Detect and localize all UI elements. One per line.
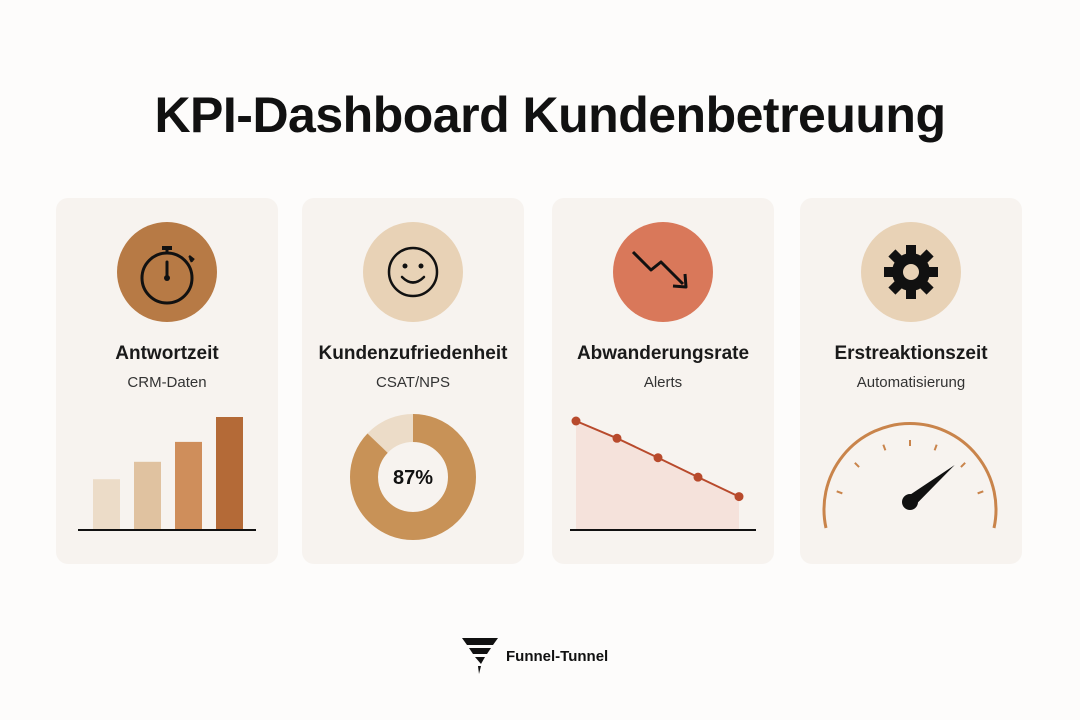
gauge-hub	[902, 494, 918, 510]
funnel-logo-icon	[462, 638, 498, 674]
card-title: Erstreaktionszeit	[834, 343, 988, 364]
kpi-card-antwortzeit[interactable]: Antwortzeit CRM-Daten	[56, 198, 278, 564]
gauge-tick	[933, 444, 938, 451]
bar	[93, 479, 120, 529]
gauge-tick	[960, 462, 966, 468]
kpi-card-erstreaktionszeit[interactable]: Erstreaktionszeit Automatisierung	[800, 198, 1022, 564]
bar	[216, 417, 243, 529]
trend-down-icon	[613, 222, 713, 322]
line-point	[653, 453, 663, 463]
line-point	[571, 416, 581, 426]
line-point	[612, 433, 622, 443]
gauge-chart	[822, 422, 998, 529]
donut-filled	[350, 414, 476, 540]
line-chart-area	[576, 421, 739, 529]
kpi-card-abwanderungsrate[interactable]: Abwanderungsrate Alerts	[552, 198, 774, 564]
card-subtitle: Automatisierung	[856, 374, 966, 391]
stopwatch-icon	[117, 222, 217, 322]
gauge-needle	[906, 465, 955, 507]
card-title: Abwanderungsrate	[576, 343, 750, 364]
gauge-tick	[977, 490, 984, 495]
line-chart	[570, 416, 756, 531]
gauge-tick	[854, 462, 860, 468]
brand-name: Funnel-Tunnel	[506, 647, 609, 665]
page-title: KPI-Dashboard Kundenbetreuung	[154, 87, 946, 143]
gauge-tick	[882, 444, 887, 451]
card-subtitle: CSAT/NPS	[376, 374, 450, 391]
card-subtitle: CRM-Daten	[127, 374, 207, 391]
gauge-tick	[836, 490, 843, 495]
card-subtitle: Alerts	[643, 374, 683, 391]
card-title: Antwortzeit	[115, 343, 219, 364]
bar	[134, 461, 161, 529]
smiley-icon	[363, 222, 463, 322]
card-title: Kundenzufriedenheit	[318, 343, 508, 364]
donut-value-label: 87%	[393, 467, 433, 489]
line-point	[734, 492, 744, 502]
bar-chart	[78, 417, 256, 531]
brand-footer: Funnel-Tunnel	[460, 636, 608, 676]
bar	[175, 441, 202, 529]
kpi-card-kundenzufriedenheit[interactable]: Kundenzufriedenheit CSAT/NPS 87%	[302, 198, 524, 564]
gauge-arc	[822, 422, 998, 529]
gear-icon	[861, 222, 961, 322]
line-point	[693, 472, 703, 482]
donut-chart: 87%	[350, 414, 476, 540]
